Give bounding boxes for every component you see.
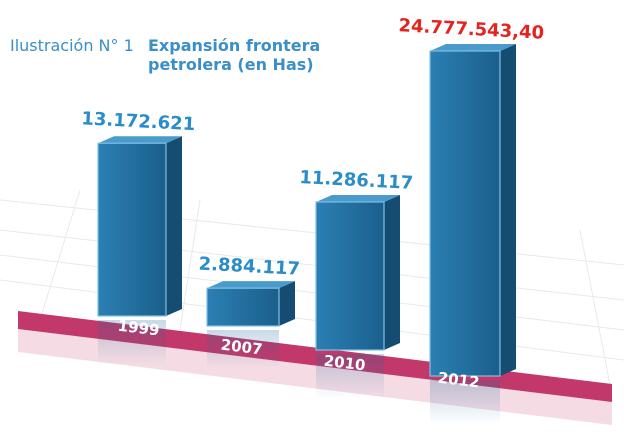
- bar-front: [97, 142, 167, 317]
- bar-reflection: [430, 380, 500, 425]
- bar-top: [430, 44, 516, 51]
- x-tick-label: 2010: [323, 352, 367, 375]
- x-tick-label: 1999: [117, 317, 161, 340]
- bar: [315, 194, 400, 399]
- bar-side: [166, 136, 182, 316]
- bar: [206, 281, 295, 368]
- x-tick-label: 2012: [437, 369, 481, 392]
- bar-reflection: [316, 354, 384, 399]
- bar-side: [384, 194, 400, 350]
- bar-front: [315, 201, 385, 351]
- bar-reflection: [98, 320, 166, 365]
- chart-title: Expansión frontera petrolera (en Has): [148, 36, 321, 74]
- value-label: 24.777.543,40: [398, 15, 545, 44]
- bar-front: [206, 287, 280, 327]
- bar: [97, 136, 182, 365]
- bar-top: [316, 194, 400, 202]
- bar-side: [279, 281, 295, 326]
- x-tick-label: 2007: [220, 336, 264, 359]
- bar-side: [500, 44, 516, 376]
- value-label: 11.286.117: [299, 167, 414, 194]
- value-label: 2.884.117: [198, 254, 300, 280]
- bar-top: [207, 281, 295, 289]
- bar-reflection: [207, 330, 279, 368]
- bar-top: [98, 136, 182, 144]
- figure-label: Ilustración N° 1: [10, 36, 134, 55]
- axis-band: [18, 311, 612, 402]
- bar-front: [429, 50, 501, 377]
- bar: [429, 44, 516, 425]
- value-label: 13.172.621: [81, 108, 196, 135]
